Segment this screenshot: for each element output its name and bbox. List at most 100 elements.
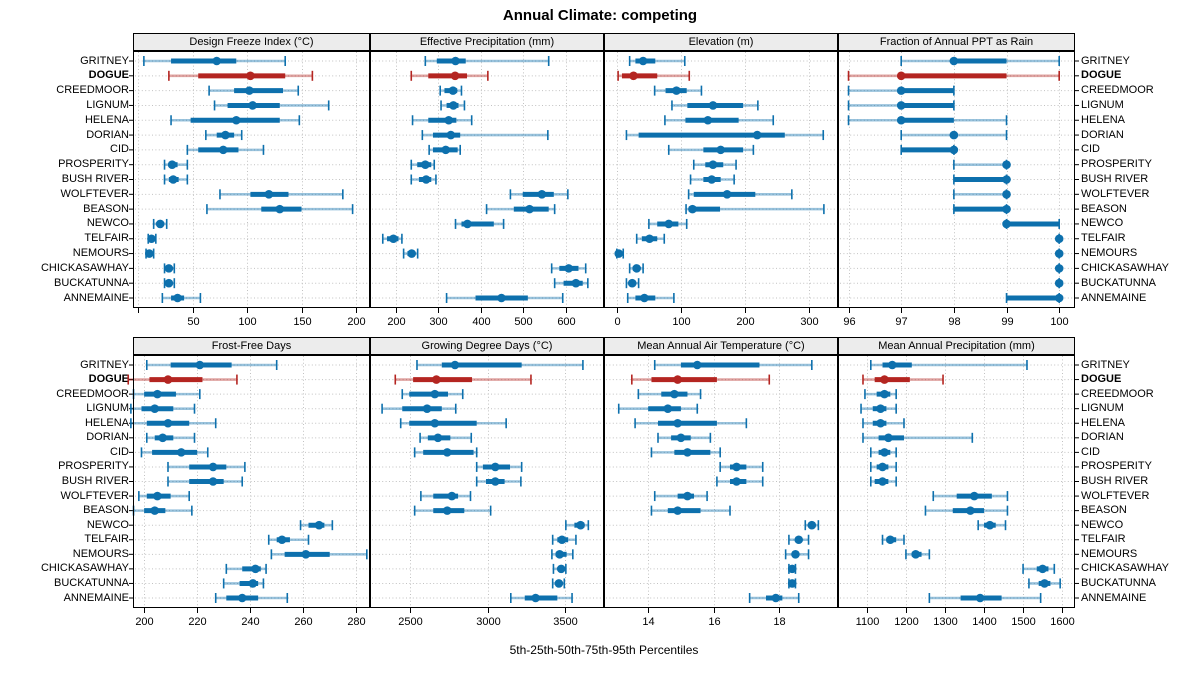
x-tick-label: 14: [642, 616, 654, 628]
panel-fraction-of-annual-ppt-as-rain: 96 97 98 99 100: [838, 51, 1079, 328]
median-dot: [173, 293, 182, 303]
series-prosperity: [410, 159, 436, 170]
median-dot: [147, 234, 156, 244]
median-dot: [432, 375, 441, 384]
station-label-left-lignum: LIGNUM: [86, 98, 129, 111]
median-dot: [1002, 175, 1011, 184]
median-dot: [221, 130, 230, 140]
panel-strip-effective-precipitation-mm-: Effective Precipitation (mm): [370, 33, 604, 51]
series-chickasawhay: [225, 563, 267, 574]
series-chickasawhay: [787, 563, 797, 574]
median-dot: [1054, 278, 1064, 288]
station-label-left-bush-river: BUSH RIVER: [61, 173, 129, 185]
median-dot: [966, 506, 975, 515]
median-dot: [949, 145, 959, 155]
median-dot: [442, 448, 452, 457]
station-label-left-cid: CID: [110, 143, 129, 156]
median-dot: [164, 264, 174, 273]
median-dot: [884, 433, 893, 443]
median-dot: [663, 404, 673, 413]
x-tick-label: 300: [429, 316, 447, 328]
series-lignum: [213, 100, 330, 111]
station-label-right-cid: CID: [1081, 445, 1100, 458]
series-gritney: [869, 360, 1028, 370]
median-dot: [787, 564, 797, 574]
series-creedmoor: [208, 85, 300, 96]
panel-border: [604, 355, 838, 608]
x-tick-label: 97: [895, 316, 907, 328]
series-bush-river: [167, 476, 244, 487]
median-dot: [450, 360, 460, 370]
series-dogue: [168, 70, 314, 81]
series-bush-river: [869, 476, 897, 487]
series-annemaine: [626, 293, 675, 303]
median-dot: [787, 579, 797, 588]
x-tick-label: 3000: [476, 616, 500, 628]
station-label-left-wolftever: WOLFTEVER: [60, 489, 129, 502]
median-dot: [576, 520, 585, 530]
median-dot: [664, 219, 674, 229]
station-label-right-beason: BEASON: [1081, 504, 1127, 517]
median-dot: [880, 448, 889, 457]
series-helena: [399, 418, 507, 429]
median-dot: [153, 389, 162, 399]
series-chickasawhay: [1054, 263, 1064, 274]
x-tick-label: 220: [188, 616, 206, 628]
series-newco: [152, 218, 168, 229]
median-dot: [683, 448, 692, 457]
median-dot: [531, 593, 540, 603]
station-label-left-lignum: LIGNUM: [86, 402, 129, 415]
median-dot: [683, 491, 692, 501]
series-beason: [685, 204, 825, 215]
median-dot: [145, 249, 154, 258]
series-newco: [977, 520, 1007, 531]
station-label-left-annemaine: ANNEMAINE: [63, 291, 129, 304]
series-buckatunna: [163, 278, 176, 289]
median-dot: [876, 418, 885, 428]
median-dot: [878, 462, 887, 472]
median-dot: [886, 535, 895, 545]
x-tick-label: 50: [187, 316, 199, 328]
station-label-left-cid: CID: [110, 445, 129, 458]
station-label-right-bush-river: BUSH RIVER: [1081, 173, 1149, 185]
station-label-right-telfair: TELFAIR: [1081, 232, 1126, 245]
series-wolftever: [953, 189, 1011, 200]
median-dot: [433, 433, 443, 443]
median-dot: [876, 404, 885, 413]
series-dorian: [421, 130, 549, 141]
series-buckatunna: [551, 578, 566, 589]
median-dot: [441, 145, 451, 155]
median-dot: [275, 204, 285, 214]
panel-mean-annual-air-temperature-c-: 14 16 18: [604, 355, 838, 628]
median-dot: [150, 404, 160, 413]
x-tick-label: 600: [557, 316, 575, 328]
panel-effective-precipitation-mm-: 200 300 400 500 600: [370, 51, 604, 328]
panel-strip-fraction-of-annual-ppt-as-rain: Fraction of Annual PPT as Rain: [838, 33, 1075, 51]
station-label-right-nemours: NEMOURS: [1081, 247, 1138, 260]
series-annemaine: [214, 593, 289, 603]
panel-design-freeze-index-c-: 50 100 150 200: [129, 51, 370, 328]
panel-mean-annual-precipitation-mm-: 1100 1200 1300 1400 1500 1600: [838, 355, 1079, 628]
series-lignum: [860, 403, 897, 414]
station-label-right-creedmoor: CREEDMOOR: [1081, 387, 1154, 400]
series-bush-river: [410, 174, 437, 185]
median-dot: [732, 477, 741, 486]
median-dot: [490, 462, 500, 472]
median-dot: [168, 175, 178, 184]
panel-strip-frost-free-days: Frost-Free Days: [133, 337, 370, 355]
median-dot: [638, 56, 648, 66]
median-dot: [248, 579, 258, 588]
series-cid: [667, 144, 755, 155]
series-prosperity: [692, 159, 737, 170]
station-label-left-buckatunna: BUCKATUNNA: [54, 276, 129, 289]
series-cid: [186, 144, 265, 155]
station-label-left-helena: HELENA: [84, 416, 129, 429]
x-tick-label: 240: [241, 616, 259, 628]
series-dogue: [862, 374, 944, 385]
series-annemaine: [928, 593, 1042, 603]
series-lignum: [671, 100, 759, 111]
median-dot: [1002, 219, 1011, 229]
median-dot: [896, 71, 906, 81]
station-label-right-chickasawhay: CHICKASAWHAY: [1081, 562, 1170, 575]
series-newco: [648, 218, 688, 229]
